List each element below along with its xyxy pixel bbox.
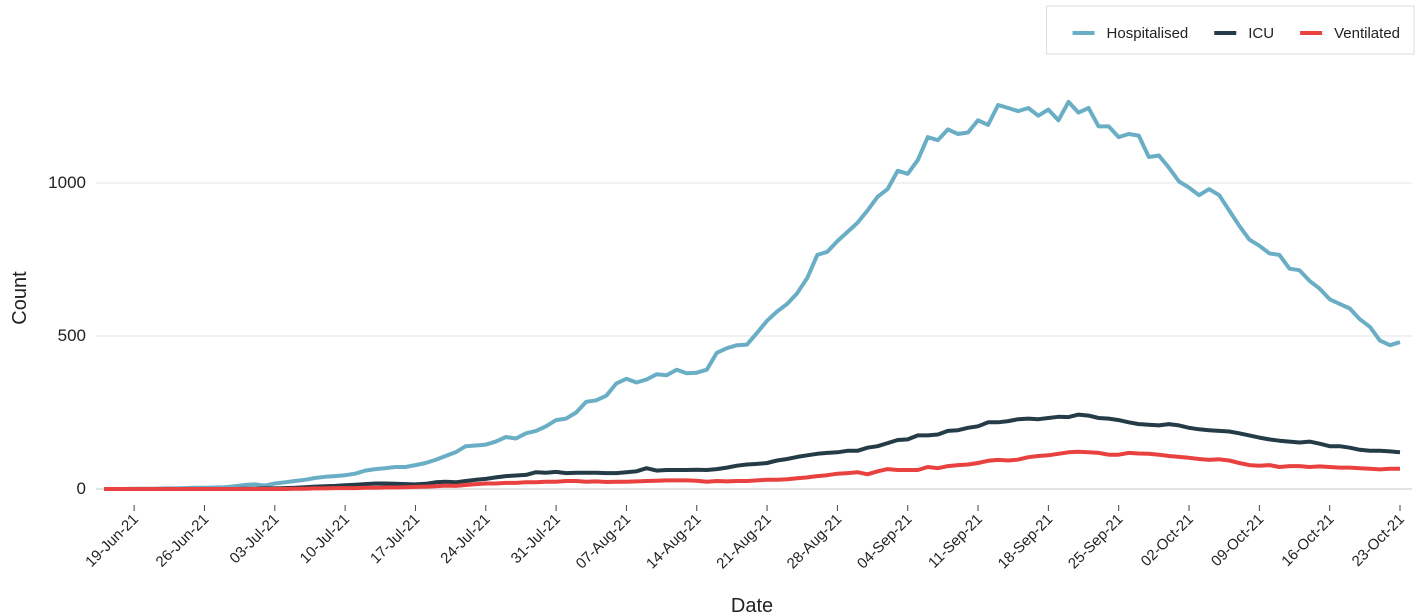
x-tick-label: 23-Oct-21	[1349, 511, 1408, 570]
x-axis-title: Date	[731, 595, 773, 616]
x-tick-label: 24-Jul-21	[437, 511, 493, 567]
x-tick-label: 18-Sep-21	[995, 511, 1057, 573]
y-tick-label: 500	[58, 326, 86, 345]
y-tick-label: 0	[77, 479, 86, 498]
x-tick-label: 31-Jul-21	[508, 511, 564, 567]
x-tick-label: 21-Aug-21	[713, 511, 775, 573]
legend-box	[1046, 5, 1415, 55]
x-tick-label: 10-Jul-21	[297, 511, 353, 567]
x-tick-label: 11-Sep-21	[925, 511, 986, 572]
x-tick-label: 19-Jun-21	[82, 511, 142, 571]
x-tick-label: 02-Oct-21	[1138, 511, 1197, 570]
legend-label: ICU	[1248, 25, 1274, 42]
x-tick-label: 25-Sep-21	[1065, 511, 1127, 573]
x-tick-label: 14-Aug-21	[643, 511, 705, 573]
x-tick-label: 04-Sep-21	[854, 511, 916, 573]
x-tick-label: 26-Jun-21	[153, 511, 213, 571]
x-tick-label: 07-Aug-21	[573, 511, 635, 573]
series-line	[104, 412, 1401, 491]
series-line	[104, 99, 1401, 491]
legend-label: Hospitalised	[1107, 25, 1189, 42]
legend-label: Ventilated	[1334, 25, 1400, 42]
y-tick-label: 1000	[48, 173, 86, 192]
x-tick-label: 09-Oct-21	[1208, 511, 1267, 570]
series-line	[104, 449, 1400, 491]
x-tick-label: 17-Jul-21	[367, 511, 423, 567]
x-tick-label: 03-Jul-21	[226, 511, 282, 567]
legend: Hospitalised ICU Ventilated	[1072, 25, 1400, 42]
x-tick-label: 28-Aug-21	[784, 511, 846, 573]
x-tick-label: 16-Oct-21	[1278, 511, 1337, 570]
y-axis-title: Count	[9, 271, 31, 325]
